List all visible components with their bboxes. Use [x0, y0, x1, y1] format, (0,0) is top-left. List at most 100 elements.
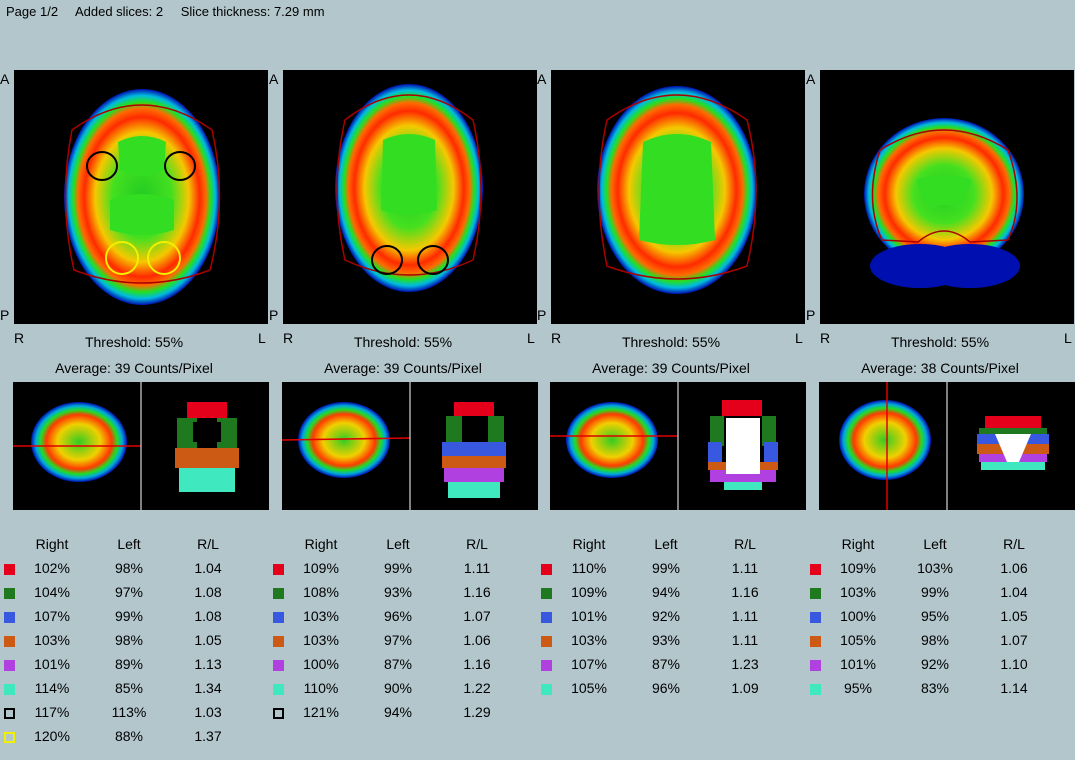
right-value: 102% — [34, 560, 70, 576]
right-value: 109% — [571, 584, 607, 600]
left-value: 95% — [920, 608, 950, 624]
table-row: 103% 99% 1.04 — [806, 584, 1074, 608]
threshold-label: Threshold: 55% — [621, 334, 721, 350]
region-color-swatch — [541, 564, 552, 575]
thumbnail-pair[interactable] — [282, 382, 538, 510]
ratio-value: 1.05 — [194, 632, 222, 648]
ratio-value: 1.23 — [731, 656, 759, 672]
region-color-swatch — [273, 612, 284, 623]
posterior-label: P — [269, 307, 279, 323]
left-value: 94% — [651, 584, 681, 600]
right-value: 107% — [571, 656, 607, 672]
col-right-header: Right — [572, 536, 606, 552]
left-label: L — [795, 330, 803, 346]
ratio-value: 1.11 — [731, 608, 759, 624]
right-label: R — [820, 330, 831, 346]
region-color-swatch — [273, 564, 284, 575]
left-value: 99% — [651, 560, 681, 576]
col-right-header: Right — [35, 536, 69, 552]
table-header: Right Left R/L — [0, 536, 268, 560]
table-row: 101% 92% 1.10 — [806, 656, 1074, 680]
left-value: 97% — [114, 584, 144, 600]
region-color-swatch — [273, 636, 284, 647]
region-color-swatch — [541, 588, 552, 599]
ratio-value: 1.06 — [463, 632, 491, 648]
ratio-value: 1.22 — [463, 680, 491, 696]
table-row: 95% 83% 1.14 — [806, 680, 1074, 704]
col-ratio-header: R/L — [1003, 536, 1025, 552]
table-row: 102% 98% 1.04 — [0, 560, 268, 584]
right-value: 109% — [840, 560, 876, 576]
anterior-label: A — [537, 71, 547, 87]
right-value: 109% — [303, 560, 339, 576]
ratio-value: 1.29 — [463, 704, 491, 720]
right-value: 117% — [34, 704, 70, 720]
right-value: 105% — [571, 680, 607, 696]
table-row: 100% 95% 1.05 — [806, 608, 1074, 632]
left-value: 93% — [383, 584, 413, 600]
ratio-table: Right Left R/L 109% 103% 1.06 103% 99% 1.04 10… — [806, 536, 1074, 704]
right-value: 101% — [34, 656, 70, 672]
col-ratio-header: R/L — [466, 536, 488, 552]
axial-slice-image[interactable] — [551, 70, 805, 324]
region-color-swatch — [810, 684, 821, 695]
right-value: 103% — [840, 584, 876, 600]
slice-panel-2: A P R L Threshold: 55% Average: 39 Count… — [269, 70, 538, 760]
right-value: 104% — [34, 584, 70, 600]
col-left-header: Left — [117, 536, 141, 552]
threshold-label: Threshold: 55% — [84, 334, 184, 350]
left-value: 99% — [920, 584, 950, 600]
threshold-label: Threshold: 55% — [890, 334, 990, 350]
table-row: 114% 85% 1.34 — [0, 680, 268, 704]
ratio-value: 1.16 — [463, 656, 491, 672]
thumbnail-pair[interactable] — [550, 382, 806, 510]
table-row: 103% 93% 1.11 — [537, 632, 805, 656]
left-value: 87% — [651, 656, 681, 672]
region-color-swatch — [4, 612, 15, 623]
right-value: 103% — [34, 632, 70, 648]
region-color-swatch — [4, 564, 15, 575]
ratio-table: Right Left R/L 110% 99% 1.11 109% 94% 1.16 101… — [537, 536, 805, 704]
ratio-value: 1.08 — [194, 608, 222, 624]
ratio-table: Right Left R/L 102% 98% 1.04 104% 97% 1.08 107… — [0, 536, 268, 752]
region-color-swatch — [4, 684, 15, 695]
posterior-label: P — [0, 307, 10, 323]
region-color-swatch — [4, 660, 15, 671]
left-value: 87% — [383, 656, 413, 672]
region-color-swatch — [273, 660, 284, 671]
table-header: Right Left R/L — [806, 536, 1074, 560]
right-label: R — [283, 330, 294, 346]
right-value: 101% — [571, 608, 607, 624]
left-value: 85% — [114, 680, 144, 696]
region-color-swatch — [4, 732, 15, 743]
table-row: 109% 94% 1.16 — [537, 584, 805, 608]
left-value: 113% — [111, 704, 147, 720]
slice-panel-3: A P R L Threshold: 55% Average: 39 Count… — [537, 70, 806, 760]
added-slices: Added slices: 2 — [74, 4, 164, 19]
ratio-table: Right Left R/L 109% 99% 1.11 108% 93% 1.16 103… — [269, 536, 537, 728]
right-value: 120% — [34, 728, 70, 744]
table-row: 105% 98% 1.07 — [806, 632, 1074, 656]
region-color-swatch — [541, 684, 552, 695]
threshold-label: Threshold: 55% — [353, 334, 453, 350]
table-row: 107% 99% 1.08 — [0, 608, 268, 632]
ratio-value: 1.05 — [1000, 608, 1028, 624]
ratio-value: 1.37 — [194, 728, 222, 744]
right-value: 103% — [303, 632, 339, 648]
region-color-swatch — [273, 708, 284, 719]
region-color-swatch — [541, 660, 552, 671]
anterior-label: A — [269, 71, 279, 87]
table-row: 110% 99% 1.11 — [537, 560, 805, 584]
region-color-swatch — [4, 588, 15, 599]
axial-slice-image[interactable] — [14, 70, 268, 324]
region-color-swatch — [810, 660, 821, 671]
thumbnail-pair[interactable] — [819, 382, 1075, 510]
table-row: 103% 98% 1.05 — [0, 632, 268, 656]
thumbnail-pair[interactable] — [13, 382, 269, 510]
ratio-value: 1.11 — [731, 632, 759, 648]
table-row: 109% 103% 1.06 — [806, 560, 1074, 584]
axial-slice-image[interactable] — [283, 70, 537, 324]
axial-slice-image[interactable] — [820, 70, 1074, 324]
left-value: 96% — [651, 680, 681, 696]
ratio-value: 1.08 — [194, 584, 222, 600]
